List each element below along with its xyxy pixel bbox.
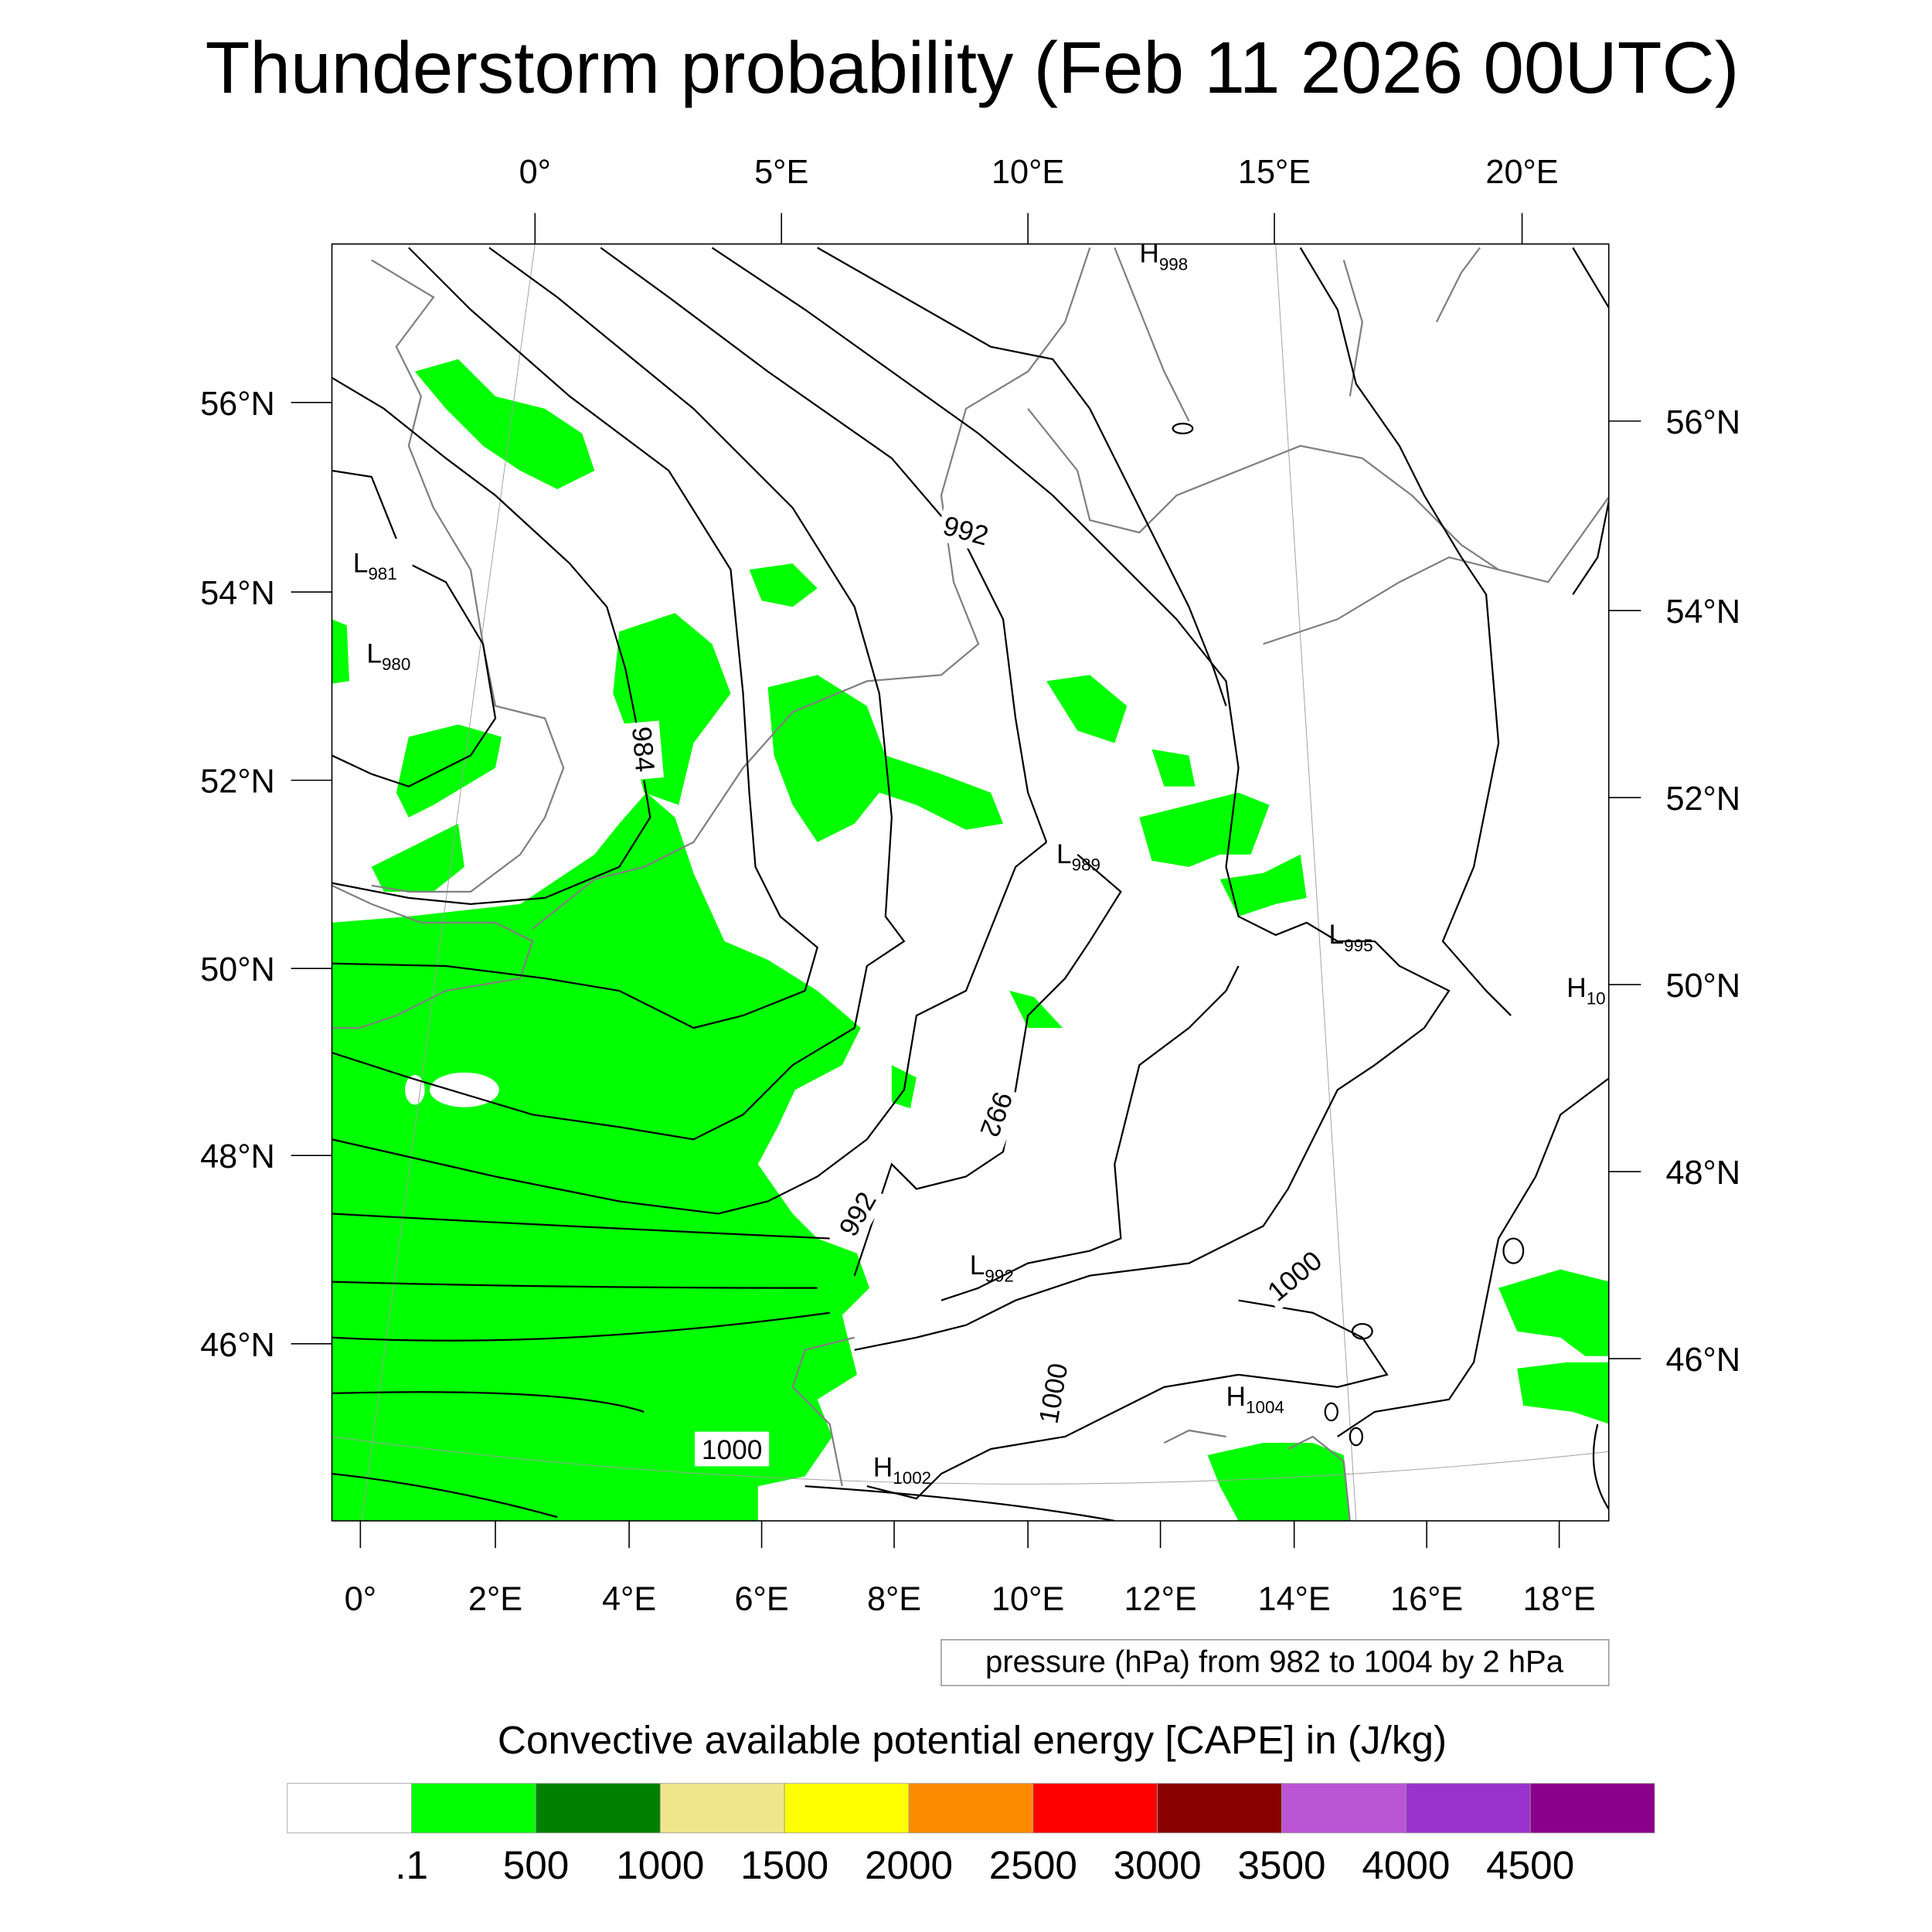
cape-area-france xyxy=(332,792,869,1521)
low-989: L989 xyxy=(1056,839,1100,875)
contour-labels: L981 L980 H998 L989 L995 L992 H1004 H100… xyxy=(350,239,1606,1488)
cape-area-england xyxy=(396,724,502,818)
cape-area-po-valley xyxy=(1207,1442,1350,1521)
high-1004: H1004 xyxy=(1226,1382,1284,1417)
colorbar-label: 3000 xyxy=(1114,1843,1202,1887)
bottom-lon-label: 8°E xyxy=(867,1580,921,1617)
cape-area-north-sea xyxy=(414,359,595,490)
colorbar-label: 3500 xyxy=(1237,1843,1325,1887)
bottom-lon-label: 18°E xyxy=(1522,1580,1595,1617)
bottom-lon-label: 10°E xyxy=(992,1580,1064,1617)
colorbar-title: Convective available potential energy [C… xyxy=(498,1718,1447,1762)
coastlines xyxy=(332,247,1609,1521)
right-lat-label: 48°N xyxy=(1665,1155,1740,1192)
contour-label-1000: 1000 xyxy=(702,1435,762,1465)
bottom-lon-label: 6°E xyxy=(734,1580,788,1617)
colorbar-swatch xyxy=(411,1783,536,1834)
colorbar-swatch xyxy=(908,1783,1034,1834)
top-lon-label: 10°E xyxy=(992,154,1064,191)
left-lat-label: 52°N xyxy=(200,764,275,801)
colorbar-swatch xyxy=(659,1783,785,1834)
colorbar-label: 4000 xyxy=(1362,1843,1450,1887)
bottom-axis: 0° 2°E 4°E 6°E 8°E 10°E 12°E 14°E 16°E 18°E xyxy=(345,1520,1596,1617)
top-lon-label: 15°E xyxy=(1238,154,1311,191)
colorbar-label: 4500 xyxy=(1486,1843,1574,1887)
cape-area-england-s xyxy=(371,823,464,892)
bottom-lon-label: 16°E xyxy=(1390,1580,1463,1617)
pressure-info-box xyxy=(940,1638,1610,1686)
left-lat-label: 50°N xyxy=(200,951,275,988)
colorbar-swatch xyxy=(1157,1783,1282,1834)
chart-title: Thunderstorm probability (Feb 11 2026 00… xyxy=(206,27,1740,109)
bottom-lon-label: 0° xyxy=(345,1580,376,1617)
colorbar-swatch xyxy=(1405,1783,1531,1834)
high-998: H998 xyxy=(1139,239,1188,274)
left-lat-label: 56°N xyxy=(200,386,275,423)
colorbar-swatch xyxy=(536,1783,661,1834)
top-axis: 0° 5°E 10°E 15°E 20°E xyxy=(519,154,1559,244)
left-lat-label: 54°N xyxy=(200,575,275,612)
top-lon-label: 20°E xyxy=(1485,154,1558,191)
left-axis: 56°N 54°N 52°N 50°N 48°N 46°N xyxy=(200,386,332,1364)
cape-area-west-edge xyxy=(332,619,349,684)
contour-label-992: 992 xyxy=(974,1088,1018,1141)
right-axis: 56°N 54°N 52°N 50°N 48°N 46°N xyxy=(1608,404,1740,1379)
pressure-contours xyxy=(332,247,1609,1521)
colorbar-label: 2500 xyxy=(989,1843,1077,1887)
colorbar-swatch xyxy=(1032,1783,1158,1834)
colorbar-label: .1 xyxy=(395,1843,428,1887)
cape-area-hungary xyxy=(1498,1269,1609,1356)
cape-area-north-germany xyxy=(749,563,818,607)
colorbar-label: 500 xyxy=(503,1843,570,1887)
cape-area-czech xyxy=(1151,749,1196,787)
right-lat-label: 54°N xyxy=(1665,594,1740,631)
left-lat-label: 48°N xyxy=(200,1138,275,1175)
low-980: L980 xyxy=(366,638,410,674)
right-lat-label: 56°N xyxy=(1665,404,1740,441)
colorbar-swatch xyxy=(784,1783,910,1834)
right-lat-label: 50°N xyxy=(1665,968,1740,1005)
top-lon-label: 0° xyxy=(519,154,551,191)
pressure-info-text: pressure (hPa) from 982 to 1004 by 2 hPa xyxy=(985,1645,1564,1679)
high-10: H10 xyxy=(1566,973,1605,1009)
right-lat-label: 46°N xyxy=(1665,1342,1740,1379)
low-992: L992 xyxy=(970,1250,1014,1286)
high-1002: H1002 xyxy=(873,1452,931,1488)
colorbar: .1 500 1000 1500 2000 2500 3000 3500 4000 4500 xyxy=(287,1783,1655,1887)
colorbar-label: 1500 xyxy=(740,1843,828,1887)
bottom-lon-label: 14°E xyxy=(1258,1580,1331,1617)
graticule xyxy=(332,243,1609,1521)
cape-area-poland-s xyxy=(1139,792,1270,867)
colorbar-label: 1000 xyxy=(616,1843,704,1887)
low-981: L981 xyxy=(353,548,397,583)
bottom-lon-label: 2°E xyxy=(468,1580,522,1617)
bottom-lon-label: 12°E xyxy=(1124,1580,1196,1617)
low-995: L995 xyxy=(1329,920,1373,955)
colorbar-label: 2000 xyxy=(865,1843,953,1887)
left-lat-label: 46°N xyxy=(200,1327,275,1364)
map-frame xyxy=(331,243,1610,1522)
cape-area-hungary-s xyxy=(1517,1362,1609,1424)
map-plot: L981 L980 H998 L989 L995 L992 H1004 H100… xyxy=(332,239,1609,1521)
bottom-lon-label: 4°E xyxy=(602,1580,656,1617)
cape-area-bavaria xyxy=(1009,991,1063,1029)
colorbar-swatch xyxy=(287,1783,413,1834)
contour-label-984: 984 xyxy=(626,726,660,774)
top-lon-label: 5°E xyxy=(754,154,808,191)
colorbar-swatch xyxy=(1529,1783,1655,1834)
right-lat-label: 52°N xyxy=(1665,781,1740,818)
cape-hole xyxy=(405,1075,425,1105)
cape-area-silesia xyxy=(1219,854,1307,917)
cape-area-poland-w xyxy=(1046,675,1128,743)
colorbar-swatch xyxy=(1281,1783,1406,1834)
